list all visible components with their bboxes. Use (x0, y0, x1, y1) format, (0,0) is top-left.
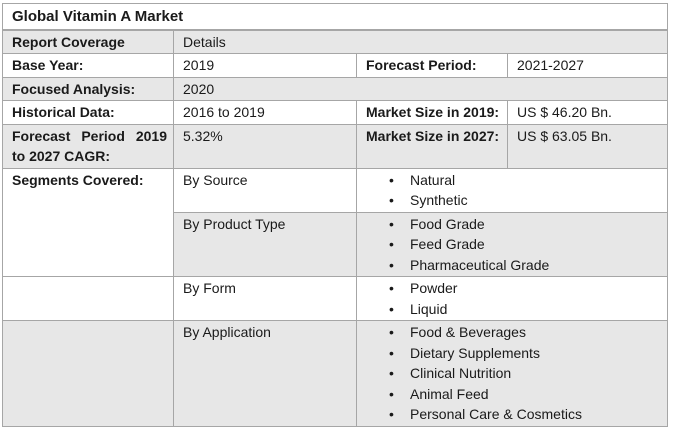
segment-form-row: By Form Powder Liquid (2, 276, 669, 321)
bullet-item: Feed Grade (358, 234, 664, 255)
focused-analysis-row: Focused Analysis: 2020 (2, 76, 669, 101)
base-year-label: Base Year: (2, 53, 174, 78)
empty-cell (2, 276, 174, 321)
segment-product-type-row: By Product Type Food Grade Feed Grade Ph… (3, 211, 669, 277)
market-size-2019-label: Market Size in 2019: (356, 100, 508, 125)
historical-data-label: Historical Data: (2, 100, 174, 125)
market-size-2027-label: Market Size in 2027: (356, 123, 508, 169)
bullet-item: Synthetic (358, 190, 664, 211)
table-title: Global Vitamin A Market (1, 3, 669, 31)
segment-group-product-type: By Product Type (173, 211, 357, 277)
bullet-item: Food & Beverages (358, 322, 664, 343)
segment-application-items: Food & Beverages Dietary Supplements Cli… (355, 320, 669, 427)
cagr-label: Forecast Period 2019 to 2027 CAGR: (2, 123, 174, 169)
bullet-item: Dietary Supplements (358, 343, 664, 364)
bullet-item: Personal Care & Cosmetics (358, 404, 664, 425)
forecast-period-value: 2021-2027 (506, 53, 669, 78)
segment-form-items: Powder Liquid (355, 276, 669, 321)
focused-analysis-label: Focused Analysis: (2, 76, 174, 101)
segment-group-application: By Application (173, 320, 357, 427)
segment-group-source: By Source (173, 167, 357, 213)
bullet-item: Pharmaceutical Grade (358, 255, 664, 276)
report-coverage-value: Details (172, 29, 669, 54)
segment-product-type-items: Food Grade Feed Grade Pharmaceutical Gra… (355, 211, 669, 277)
vitamin-a-market-table: Global Vitamin A Market Report Coverage … (1, 3, 669, 427)
bullet-item: Clinical Nutrition (358, 363, 664, 384)
market-size-2027-value: US $ 63.05 Bn. (506, 123, 669, 169)
segment-source-items: Natural Synthetic (355, 167, 669, 213)
segments-covered-label: Segments Covered: (2, 167, 174, 277)
segment-application-row: By Application Food & Beverages Dietary … (2, 320, 669, 427)
market-size-2019-value: US $ 46.20 Bn. (506, 100, 669, 125)
bullet-item: Natural (358, 170, 664, 191)
base-year-row: Base Year: 2019 Forecast Period: 2021-20… (2, 53, 669, 78)
bullet-item: Animal Feed (358, 384, 664, 405)
segment-source-row: Segments Covered: By Source Natural Synt… (2, 167, 669, 277)
base-year-value: 2019 (173, 53, 357, 78)
bullet-item: Liquid (358, 299, 664, 320)
historical-data-row: Historical Data: 2016 to 2019 Market Siz… (2, 100, 669, 125)
title-row: Global Vitamin A Market (1, 3, 669, 31)
historical-data-value: 2016 to 2019 (173, 100, 357, 125)
bullet-item: Powder (358, 278, 664, 299)
report-coverage-label: Report Coverage (2, 29, 174, 54)
segment-group-form: By Form (173, 276, 357, 321)
focused-analysis-value: 2020 (172, 76, 669, 101)
report-coverage-row: Report Coverage Details (2, 29, 669, 54)
bullet-item: Food Grade (358, 214, 664, 235)
forecast-period-label: Forecast Period: (356, 53, 508, 78)
cagr-row: Forecast Period 2019 to 2027 CAGR: 5.32%… (2, 123, 669, 169)
cagr-value: 5.32% (173, 123, 357, 169)
empty-cell (2, 320, 174, 427)
